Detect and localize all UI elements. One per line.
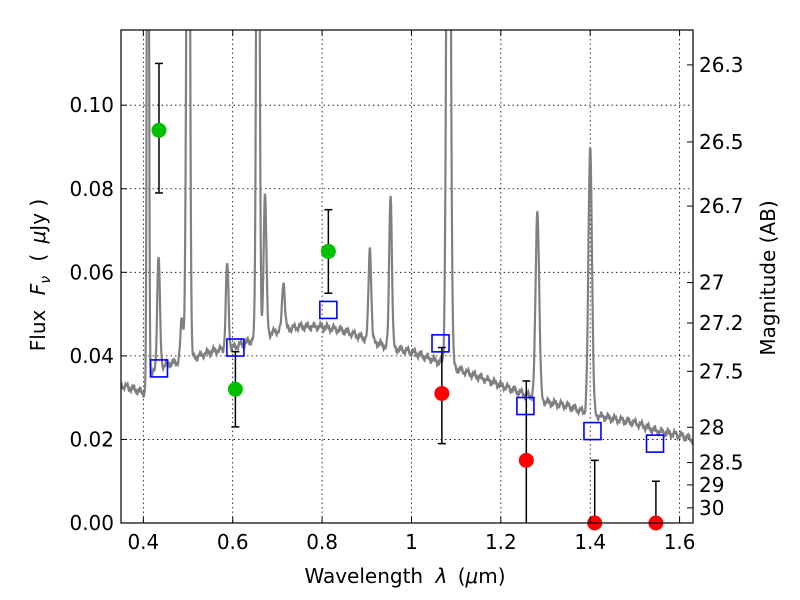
model-square-0	[149, 359, 169, 378]
mag-tick-label-8: 29	[699, 473, 724, 497]
x-tick-label-0: 0.4	[127, 530, 159, 554]
mag-tick-label-3: 27	[699, 271, 724, 295]
spectrum-series	[121, 30, 693, 446]
mag-tick-label-6: 28	[699, 415, 724, 439]
red-point-1	[518, 452, 534, 468]
mag-tick-label-2: 26.7	[699, 194, 744, 218]
x-ticks: 0.4 0.6 0.8 1 1.2 1.4 1.6	[127, 30, 696, 554]
y-axis-label-unit-open: (	[26, 254, 50, 262]
mag-tick-label-5: 27.5	[699, 359, 744, 383]
y-tick-label-2: 0.04	[69, 344, 114, 368]
y-axis-label-unit-mu: μ	[26, 231, 50, 245]
red-points	[434, 385, 664, 531]
model-square-5	[583, 421, 602, 441]
x-tick-label-5: 1.4	[574, 530, 606, 554]
model-square-2	[319, 300, 338, 320]
detection-point-2	[320, 243, 336, 259]
detection-points	[151, 122, 336, 397]
y-axis-label-symbol: F	[26, 283, 50, 295]
y-tick-label-5: 0.10	[69, 93, 114, 117]
x-axis-label-symbol: λ	[434, 564, 447, 588]
model-square-3	[431, 334, 450, 353]
x-axis-label-text: Wavelength	[304, 564, 423, 588]
x-tick-label-4: 1.2	[485, 530, 517, 554]
detection-point-0	[151, 122, 167, 138]
y-axis-label-text: Flux	[26, 309, 50, 351]
spectrum-line	[121, 30, 693, 446]
y2-axis-label: Magnitude (AB)	[756, 200, 780, 355]
error-bars	[154, 62, 660, 523]
axes	[120, 29, 694, 524]
model-points	[149, 300, 665, 453]
mag-tick-label-9: 30	[699, 496, 724, 520]
y-tick-label-0: 0.00	[69, 511, 114, 535]
y-axis-label-unit-rest: Jy )	[26, 199, 50, 233]
model-square-6	[645, 434, 665, 453]
y-tick-label-4: 0.08	[69, 177, 114, 201]
grid	[121, 30, 693, 524]
y-axis-label-subscript: ν	[38, 276, 54, 284]
mag-tick-label-4: 27.2	[699, 311, 744, 335]
y-axis-label: Flux Fν ( μJy )	[26, 199, 55, 351]
red-point-0	[434, 385, 450, 401]
detection-point-1	[227, 381, 243, 397]
mag-tick-label-0: 26.3	[699, 53, 744, 77]
x-axis-label: Wavelength λ (μm)	[304, 564, 505, 588]
model-square-1	[226, 338, 245, 357]
x-axis-label-unit-mu: μ	[465, 564, 479, 588]
x-tick-label-2: 0.8	[306, 530, 338, 554]
plot-frame	[120, 29, 694, 524]
x-axis-label-unit-rest: m)	[478, 564, 505, 588]
y-tick-label-1: 0.02	[69, 427, 114, 451]
mag-tick-label-1: 26.5	[699, 130, 744, 154]
y-tick-label-3: 0.06	[69, 260, 114, 284]
x-tick-label-6: 1.6	[664, 530, 696, 554]
y-ticks: 0.00 0.02 0.04 0.06 0.08 0.10	[69, 93, 127, 535]
mag-tick-label-7: 28.5	[699, 451, 744, 475]
model-square-4	[516, 396, 535, 416]
x-tick-label-1: 0.6	[217, 530, 249, 554]
x-tick-label-3: 1	[405, 530, 418, 554]
x-axis-label-unit-open: (	[458, 564, 466, 588]
